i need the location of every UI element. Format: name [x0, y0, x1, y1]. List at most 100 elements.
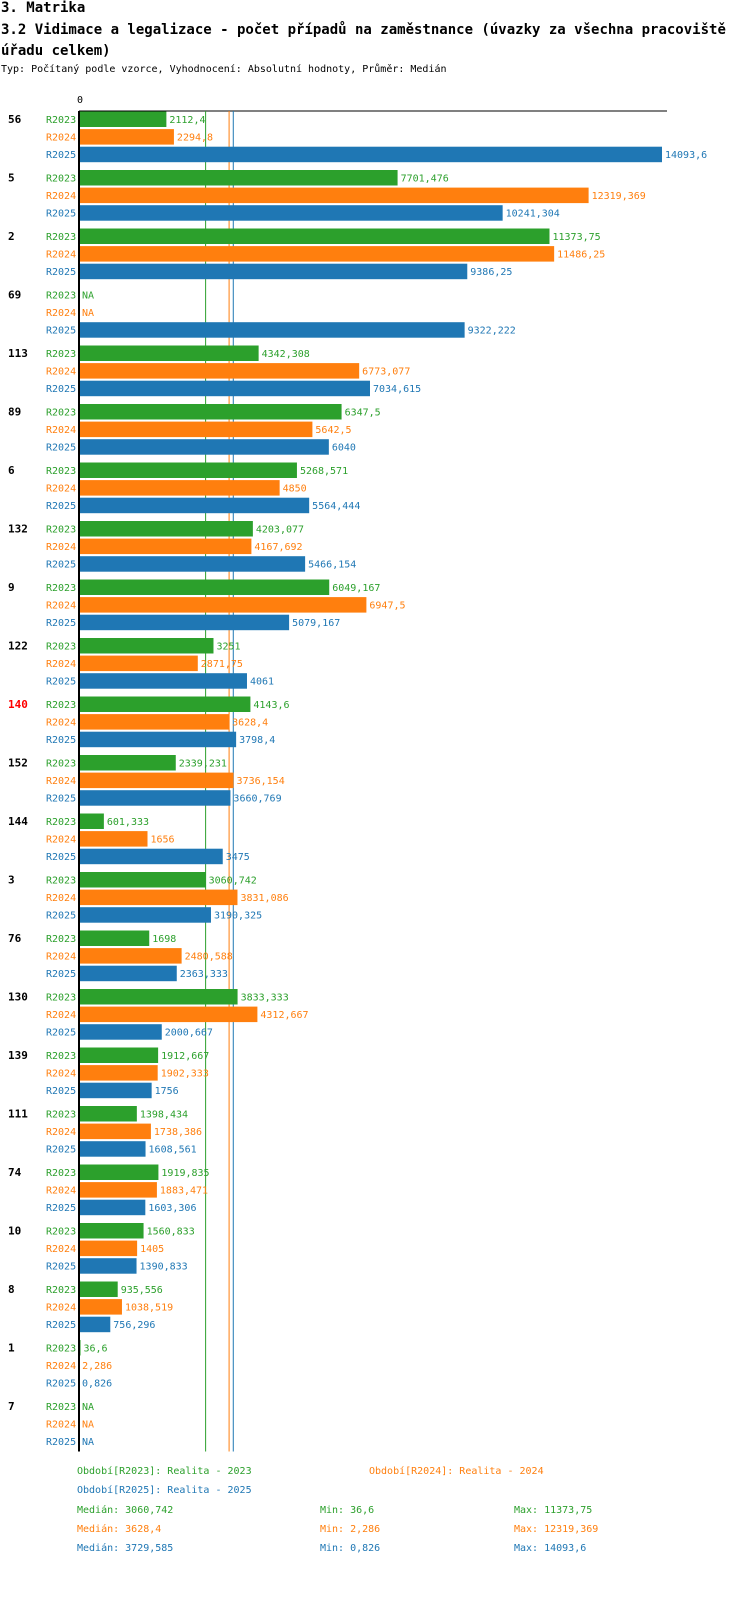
series-label: R2025 — [46, 150, 76, 161]
category-label: 69 — [8, 289, 21, 302]
bar — [79, 1281, 118, 1297]
chart-subtitle: Typ: Počítaný podle vzorce, Vyhodnocení:… — [1, 64, 447, 75]
bar — [79, 111, 167, 127]
bar — [79, 889, 238, 906]
data-label: 2000,667 — [165, 1028, 213, 1039]
series-label: R2024 — [46, 601, 76, 612]
bar — [79, 696, 251, 712]
legend-period-r2023: Období[R2023]: Realita - 2023 — [77, 1466, 252, 1477]
data-label: 1738,386 — [154, 1127, 202, 1138]
series-label: R2024 — [46, 1186, 76, 1197]
series-label: R2024 — [46, 1361, 76, 1372]
bar — [79, 1123, 151, 1140]
data-label: 3736,154 — [237, 776, 285, 787]
series-label: R2025 — [46, 735, 76, 746]
data-label: 3628,4 — [232, 718, 268, 729]
category-label: 7 — [8, 1400, 15, 1413]
data-label: 3833,333 — [241, 993, 289, 1004]
series-label: R2025 — [46, 1086, 76, 1097]
category-label: 10 — [8, 1225, 21, 1238]
data-label: 7701,476 — [401, 174, 449, 185]
data-label: 7034,615 — [373, 384, 421, 395]
series-label: R2023 — [46, 817, 76, 828]
data-label: 4143,6 — [253, 700, 289, 711]
data-label: 9386,25 — [470, 267, 512, 278]
legend-min-r2025: Min: 0,826 — [320, 1543, 381, 1554]
category-label: 6 — [8, 464, 15, 477]
bar — [79, 755, 176, 771]
series-label: R2025 — [46, 911, 76, 922]
category-label: 2 — [8, 230, 15, 243]
series-label: R2024 — [46, 835, 76, 846]
bar — [79, 322, 465, 338]
data-label: 3060,742 — [209, 876, 257, 887]
series-label: R2024 — [46, 367, 76, 378]
series-label: R2025 — [46, 852, 76, 863]
data-label: 1919,835 — [161, 1168, 209, 1179]
series-label: R2023 — [46, 291, 76, 302]
category-label: 89 — [8, 406, 21, 419]
bar — [79, 1047, 159, 1063]
data-label: 12319,369 — [592, 191, 646, 202]
bar — [79, 1258, 137, 1274]
data-label: 3251 — [216, 642, 240, 653]
data-label: 756,296 — [113, 1320, 155, 1331]
series-label: R2024 — [46, 191, 76, 202]
category-label: 9 — [8, 581, 15, 594]
series-label: R2024 — [46, 776, 76, 787]
data-label: 5642,5 — [315, 425, 351, 436]
series-label: R2023 — [46, 1051, 76, 1062]
data-label: 4167,692 — [254, 542, 302, 553]
category-label: 3 — [8, 874, 15, 887]
bar — [79, 1164, 159, 1180]
data-label: 6947,5 — [369, 601, 405, 612]
bar — [79, 1199, 146, 1216]
data-label: 3831,086 — [240, 893, 288, 904]
data-label: 1560,833 — [147, 1227, 195, 1238]
bar — [79, 790, 231, 806]
series-label: R2025 — [46, 1262, 76, 1273]
bar — [79, 421, 313, 438]
series-label: R2023 — [46, 700, 76, 711]
bar — [79, 439, 329, 455]
data-label: 2112,4 — [169, 115, 205, 126]
series-label: R2023 — [46, 466, 76, 477]
series-label: R2023 — [46, 1227, 76, 1238]
series-label: R2025 — [46, 1320, 76, 1331]
bar — [79, 655, 198, 672]
legend-min-r2024: Min: 2,286 — [320, 1524, 381, 1535]
data-label: 6049,167 — [332, 583, 380, 594]
bar — [79, 1141, 146, 1157]
bar — [79, 521, 253, 537]
bar — [79, 497, 310, 514]
series-label: R2023 — [46, 115, 76, 126]
data-label: 4342,308 — [262, 349, 310, 360]
data-label: 1603,306 — [148, 1203, 196, 1214]
data-label: 5268,571 — [300, 466, 348, 477]
series-label: R2024 — [46, 1303, 76, 1314]
bar — [79, 848, 223, 865]
data-label: 601,333 — [107, 817, 149, 828]
data-label: 9322,222 — [468, 326, 516, 337]
data-label: 2294,8 — [177, 133, 213, 144]
series-label: R2023 — [46, 993, 76, 1004]
bar — [79, 638, 214, 654]
series-label: R2023 — [46, 525, 76, 536]
data-label: 935,556 — [121, 1285, 163, 1296]
series-label: R2023 — [46, 232, 76, 243]
category-label: 113 — [8, 347, 28, 360]
data-label: 3798,4 — [239, 735, 275, 746]
series-label: R2024 — [46, 1069, 76, 1080]
bar — [79, 579, 330, 595]
legend-period-r2025: Období[R2025]: Realita - 2025 — [77, 1485, 252, 1496]
data-label: 1405 — [140, 1244, 164, 1255]
series-label: R2023 — [46, 1168, 76, 1179]
bar — [79, 380, 370, 397]
bar — [79, 597, 367, 613]
bar — [79, 1182, 157, 1198]
series-label: R2024 — [46, 250, 76, 261]
series-label: R2024 — [46, 893, 76, 904]
category-label: 122 — [8, 640, 28, 653]
bar — [79, 1024, 162, 1040]
bar — [79, 772, 234, 789]
